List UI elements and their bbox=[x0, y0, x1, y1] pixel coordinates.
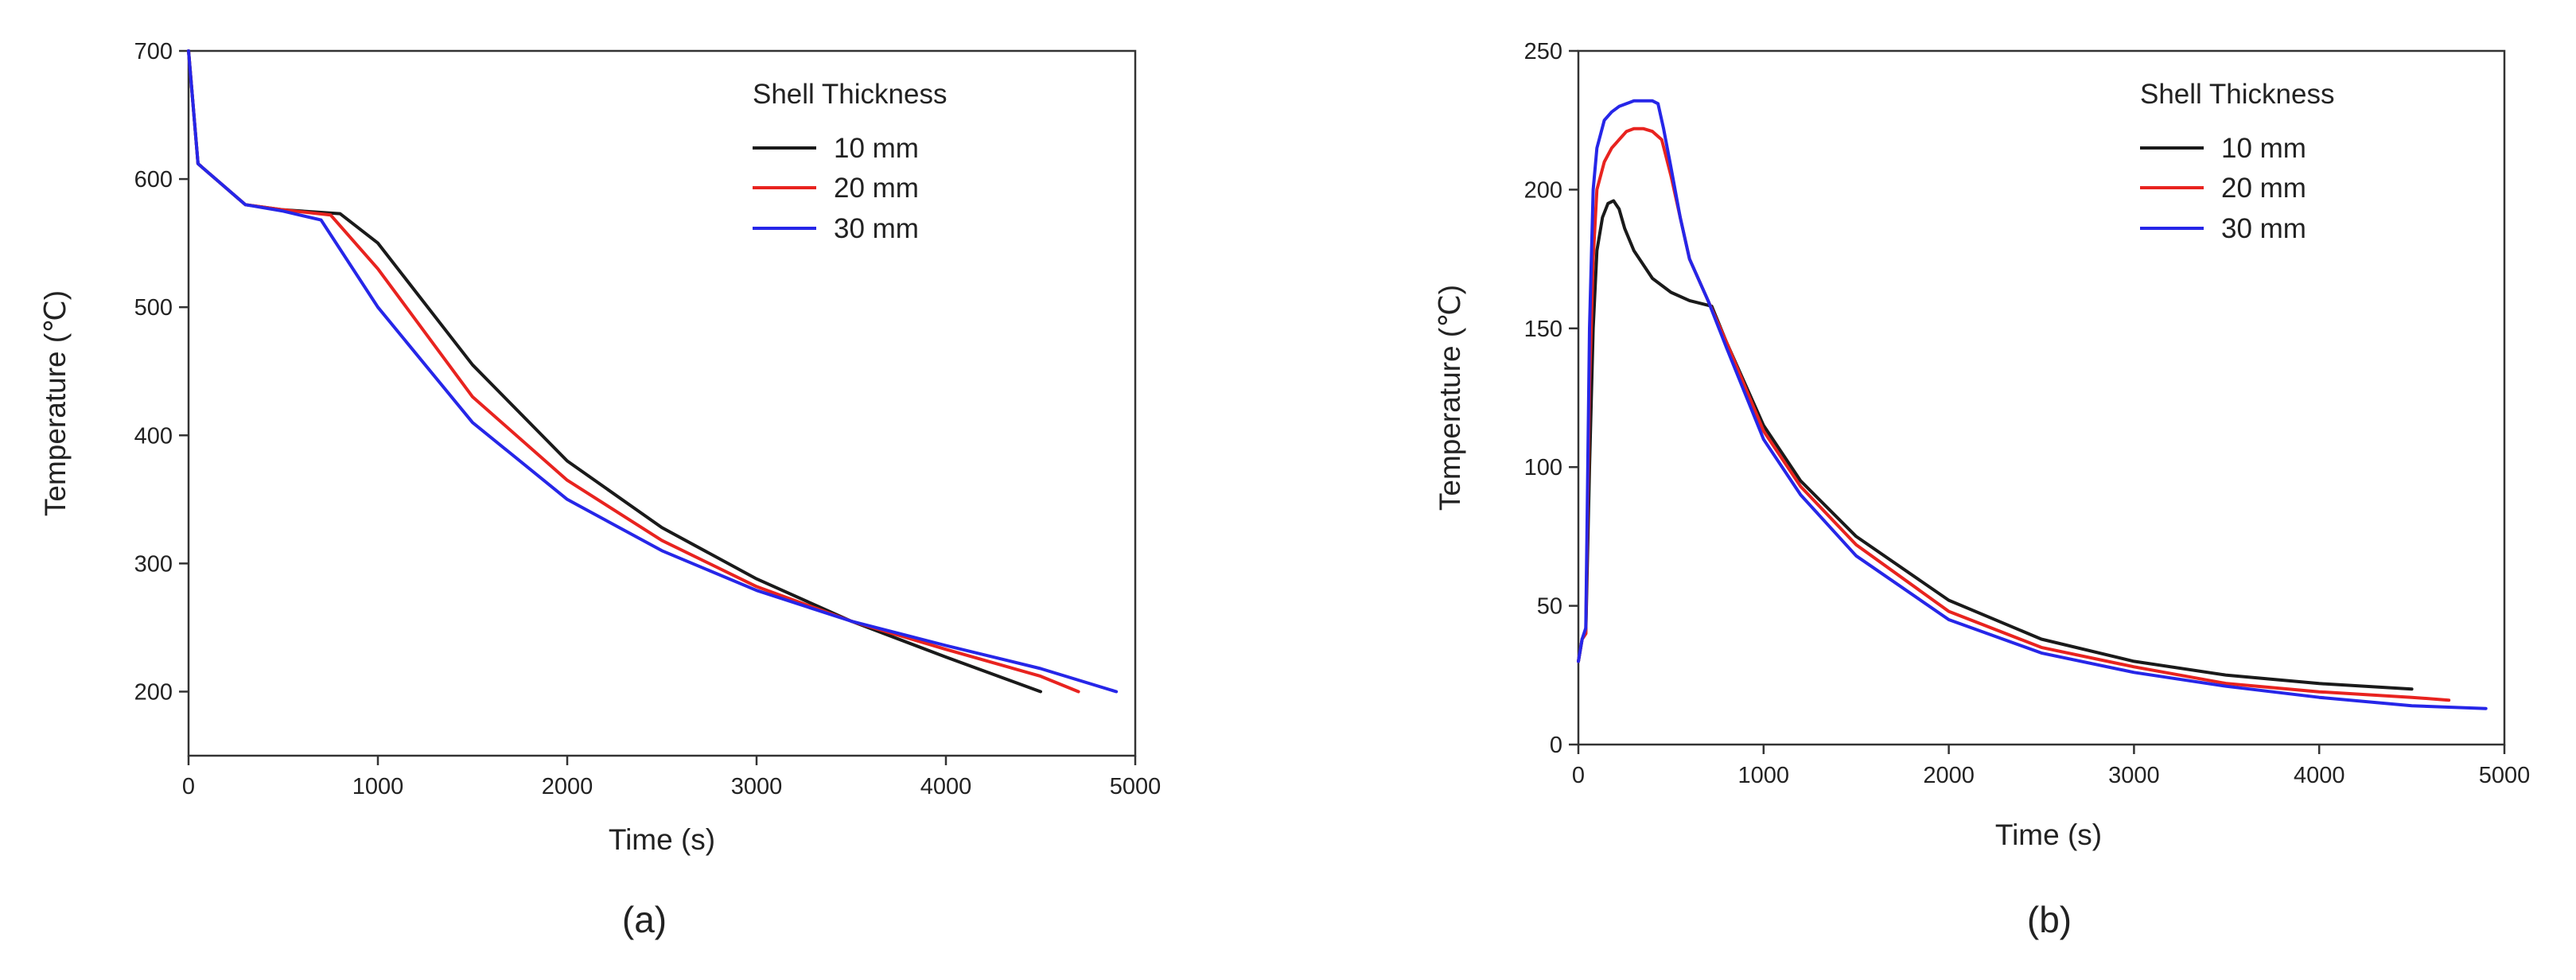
y-tick-label: 300 bbox=[134, 551, 173, 577]
legend-label-10mm: 10 mm bbox=[2221, 133, 2306, 164]
x-tick-label: 4000 bbox=[2294, 763, 2345, 788]
x-tick-label: 2000 bbox=[542, 774, 593, 799]
axis-ticks: 0 1000 2000 3000 4000 5000 0 50 100 150 200 250 bbox=[1524, 39, 2531, 788]
legend-label-20mm: 20 mm bbox=[834, 173, 919, 204]
series-line-10mm bbox=[1577, 199, 2414, 691]
y-tick-label: 600 bbox=[134, 167, 173, 192]
y-tick-label: 150 bbox=[1524, 317, 1562, 342]
y-tick-label: 50 bbox=[1537, 594, 1562, 620]
y-tick-label: 500 bbox=[134, 295, 173, 321]
series-lines bbox=[1577, 99, 2488, 710]
x-axis-title: Time (s) bbox=[609, 823, 715, 856]
x-tick-label: 5000 bbox=[2479, 763, 2531, 788]
legend-label-20mm: 20 mm bbox=[2221, 173, 2306, 204]
plot-frame bbox=[1577, 49, 2506, 746]
panel-label-b: (b) bbox=[2027, 899, 2072, 940]
x-tick-label: 0 bbox=[1572, 763, 1585, 788]
y-tick-label: 200 bbox=[1524, 177, 1562, 203]
plot-frame bbox=[187, 49, 1137, 757]
series-lines bbox=[187, 49, 1119, 694]
series-line-30mm bbox=[1577, 99, 2488, 710]
y-tick-label: 700 bbox=[134, 39, 173, 64]
x-tick-label: 4000 bbox=[920, 774, 972, 799]
y-tick-label: 400 bbox=[134, 423, 173, 449]
y-tick-label: 100 bbox=[1524, 455, 1562, 480]
x-tick-label: 5000 bbox=[1110, 774, 1162, 799]
x-tick-label: 1000 bbox=[1738, 763, 1790, 788]
x-axis-title: Time (s) bbox=[1995, 819, 2102, 851]
legend: Shell Thickness 10 mm 20 mm 30 mm bbox=[2140, 79, 2334, 244]
chart-panel-b: 0 1000 2000 3000 4000 5000 0 50 100 150 200 250 Tim… bbox=[1434, 39, 2530, 940]
chart-panel-a: 0 1000 2000 3000 4000 5000200300400500600700 … bbox=[39, 39, 1161, 940]
legend-label-30mm: 30 mm bbox=[2221, 213, 2306, 244]
legend: Shell Thickness 10 mm 20 mm 30 mm bbox=[753, 79, 947, 244]
y-axis-title: Temperature (℃) bbox=[39, 290, 72, 516]
panel-label-a: (a) bbox=[622, 899, 667, 940]
x-tick-label: 2000 bbox=[1923, 763, 1975, 788]
series-line-30mm bbox=[187, 49, 1119, 694]
legend-label-10mm: 10 mm bbox=[834, 133, 919, 164]
x-tick-label: 3000 bbox=[2108, 763, 2160, 788]
x-tick-label: 3000 bbox=[731, 774, 783, 799]
y-axis-title: Temperature (℃) bbox=[1434, 285, 1466, 511]
y-tick-label: 200 bbox=[134, 679, 173, 705]
axis-ticks: 0 1000 2000 3000 4000 5000 200 300 400 500 600 700 bbox=[134, 39, 1162, 799]
legend-label-30mm: 30 mm bbox=[834, 213, 919, 244]
y-tick-label: 0 bbox=[1550, 733, 1562, 758]
y-tick-label: 250 bbox=[1524, 39, 1562, 64]
legend-title: Shell Thickness bbox=[753, 79, 947, 110]
x-tick-label: 0 bbox=[182, 774, 195, 799]
legend-title: Shell Thickness bbox=[2140, 79, 2334, 110]
x-tick-label: 1000 bbox=[352, 774, 404, 799]
